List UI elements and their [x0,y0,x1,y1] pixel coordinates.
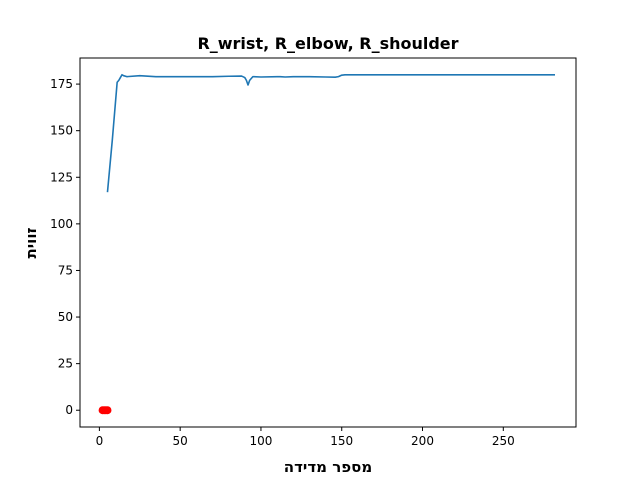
y-tick-label: 175 [50,77,73,91]
y-tick-label: 75 [58,263,73,277]
y-tick-label: 25 [58,357,73,371]
y-tick-label: 150 [50,124,73,138]
y-tick-label: 0 [65,403,73,417]
scatter-point [103,406,112,415]
chart-title: R_wrist, R_elbow, R_shoulder [197,34,458,53]
x-tick-label: 50 [173,434,188,448]
y-tick-label: 100 [50,217,73,231]
y-tick-label: 50 [58,310,73,324]
x-tick-label: 250 [492,434,515,448]
x-tick-label: 0 [96,434,104,448]
y-axis-label: זווית [22,228,40,259]
axis-ticks: 0 50 100 150 200 250 0 25 50 75 100 125 150 175 [50,77,515,448]
plot-area [98,73,555,415]
y-tick-label: 125 [50,170,73,184]
x-tick-label: 100 [249,434,272,448]
series-line [106,73,555,193]
x-axis-label: מספר מדידה [284,458,372,476]
plot-frame [79,57,577,428]
x-tick-label: 200 [411,434,434,448]
x-tick-label: 150 [330,434,353,448]
